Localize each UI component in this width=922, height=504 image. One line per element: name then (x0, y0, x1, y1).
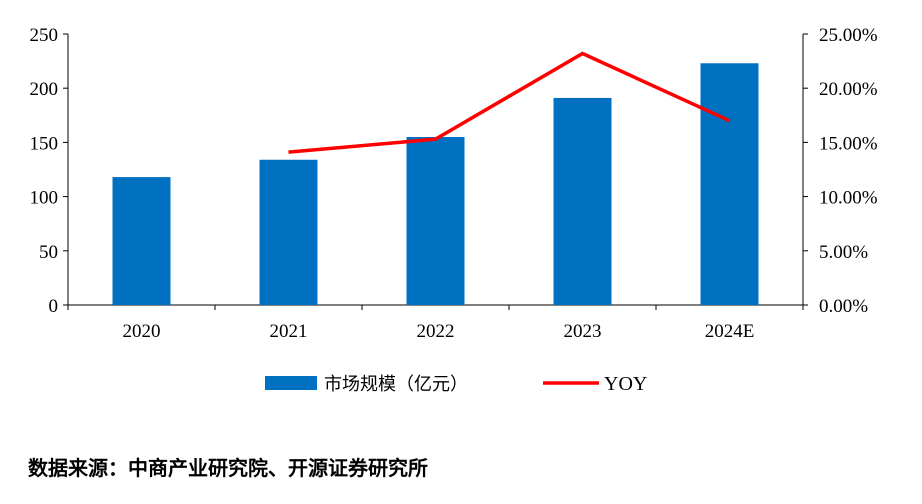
right-y-axis: 0.00% 5.00% 10.00% 15.00% 20.00% 25.00% (802, 25, 878, 317)
bar-2020 (112, 177, 171, 305)
yoy-line (288, 51, 731, 154)
left-tick-label: 50 (39, 242, 58, 263)
right-tick-label: 5.00% (819, 242, 868, 263)
left-tick-label: 200 (30, 79, 59, 100)
left-tick-label: 150 (30, 133, 59, 154)
left-tick-label: 0 (49, 296, 59, 317)
bar-2021 (259, 159, 318, 305)
legend: 市场规模（亿元） YOY (265, 373, 647, 395)
left-tick-label: 250 (30, 25, 59, 46)
left-tick-label: 100 (30, 188, 59, 209)
bar-2024E (700, 63, 759, 305)
bar-2022 (406, 136, 465, 305)
legend-bar-swatch (265, 376, 317, 390)
combo-chart: 0 50 100 150 200 250 0.00% 5.00% 10.00% 15.00% 20… (30, 25, 878, 395)
bar-series (112, 63, 759, 306)
right-tick-label: 10.00% (819, 188, 878, 209)
x-tick-label: 2023 (564, 321, 602, 342)
right-tick-label: 25.00% (819, 25, 878, 46)
bar-2023 (553, 97, 612, 306)
x-axis: 2020 2021 2022 2023 2024E (67, 304, 804, 342)
x-tick-label: 2021 (270, 321, 308, 342)
x-tick-label: 2022 (417, 321, 455, 342)
right-tick-label: 15.00% (819, 133, 878, 154)
x-tick-label: 2020 (123, 321, 161, 342)
x-tick-label: 2024E (705, 321, 755, 342)
right-tick-label: 0.00% (819, 296, 868, 317)
source-note: 数据来源：中商产业研究院、开源证券研究所 (28, 456, 428, 480)
right-tick-label: 20.00% (819, 79, 878, 100)
legend-line-label: YOY (604, 373, 647, 395)
legend-bar-label: 市场规模（亿元） (324, 374, 468, 395)
left-y-axis: 0 50 100 150 200 250 (30, 25, 69, 317)
yoy-line-series (288, 51, 731, 154)
